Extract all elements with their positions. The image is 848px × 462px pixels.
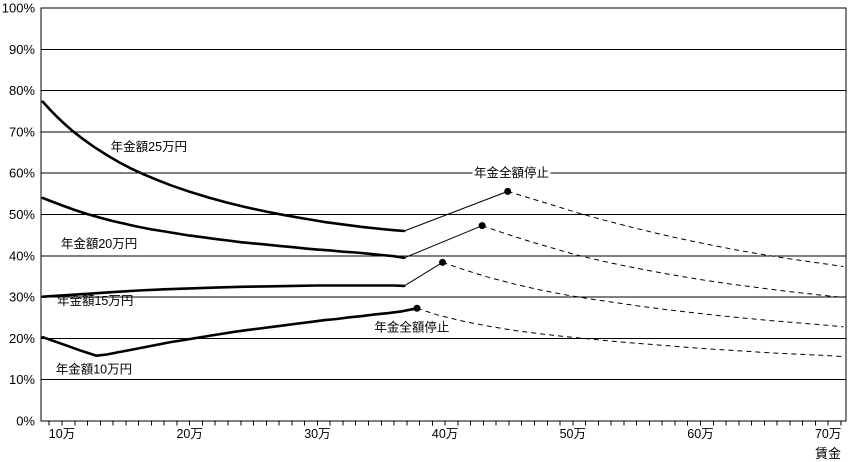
pension-20-full-stop-marker (478, 222, 486, 230)
pension-20-thick-segment (41, 196, 406, 260)
x-axis-ticks (48, 421, 842, 426)
x-tick-label: 70万 (815, 427, 841, 441)
x-axis-labels: 10万 20万 30万 40万 50万 60万 70万 (49, 427, 842, 441)
y-tick-label: 70% (9, 124, 35, 139)
annotation-full-stop-top: 年金全額停止 (472, 165, 551, 180)
x-tick-label: 60万 (687, 427, 713, 441)
y-tick-label: 0% (16, 414, 35, 429)
pension-20-thin-segment (404, 225, 483, 259)
pension-20-dashed-segment (481, 225, 844, 298)
x-tick-label: 50万 (560, 427, 586, 441)
plot-border (40, 7, 847, 422)
pension-15-thin-segment (403, 261, 443, 287)
annotation-full-stop-bottom: 年金全額停止 (372, 320, 451, 335)
gridlines (41, 48, 846, 381)
y-tick-label: 20% (9, 331, 35, 346)
pension-25-thick-segment (41, 100, 406, 233)
series-pension-10: 年金額10万円 (41, 304, 844, 376)
series-label-pension-25: 年金額25万円 (111, 139, 187, 154)
series-pension-15: 年金額15万円 (41, 258, 844, 328)
series-label-pension-15: 年金額15万円 (57, 293, 133, 308)
y-tick-label: 80% (9, 83, 35, 98)
y-tick-label: 60% (9, 166, 35, 181)
y-tick-label: 90% (9, 42, 35, 57)
pension-10-thick-segment (41, 306, 419, 358)
annotation-text: 年金全額停止 (474, 165, 549, 180)
x-axis-title: 賃金 (814, 446, 841, 461)
pension-25-thin-segment (404, 190, 508, 232)
pension-10-dashed-segment (416, 307, 844, 358)
series-pension-25: 年金額25万円 (41, 100, 844, 267)
pension-25-full-stop-marker (504, 187, 512, 195)
annotation-bg (472, 165, 551, 180)
annotation-bg (372, 320, 451, 335)
y-tick-label: 50% (9, 207, 35, 222)
pension-10-full-stop-marker (413, 304, 421, 312)
series-label-pension-20: 年金額20万円 (61, 236, 137, 251)
x-tick-label: 40万 (432, 427, 458, 441)
pension-15-dashed-segment (442, 261, 844, 328)
series-pension-20: 年金額20万円 (41, 196, 844, 298)
pension-25-dashed-segment (507, 190, 844, 267)
y-tick-label: 100% (2, 1, 36, 16)
y-axis-labels: 100% 90% 80% 70% 60% 50% 40% 30% 20% 10% 0% (2, 1, 36, 429)
pension-15-full-stop-marker (439, 258, 447, 266)
x-tick-label: 30万 (304, 427, 330, 441)
y-tick-label: 10% (9, 372, 35, 387)
annotation-text: 年金全額停止 (374, 320, 449, 335)
x-tick-label: 10万 (49, 427, 75, 441)
series-label-pension-10: 年金額10万円 (56, 361, 132, 376)
x-tick-label: 20万 (176, 427, 202, 441)
pension-15-thick-segment (41, 284, 406, 299)
y-tick-label: 40% (9, 248, 35, 263)
y-tick-label: 30% (9, 290, 35, 305)
